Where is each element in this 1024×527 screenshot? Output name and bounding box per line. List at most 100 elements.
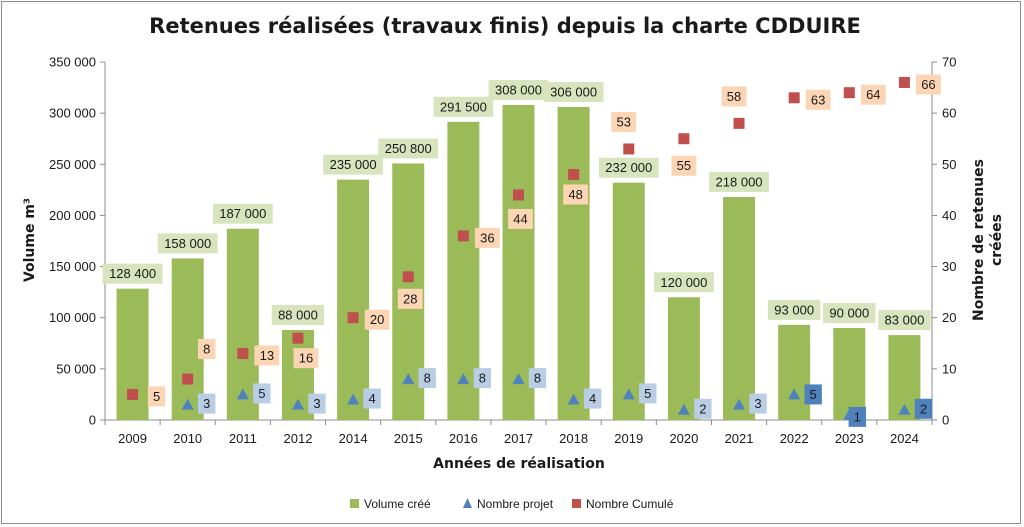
bar-data-label-bg	[323, 154, 383, 175]
cumul-point	[898, 76, 910, 88]
projet-data-label-bg	[418, 368, 436, 389]
bar	[337, 179, 370, 420]
cumul-data-label-group: 36	[474, 227, 500, 248]
projet-data-label-bg	[198, 393, 216, 414]
projet-data-label-group: 2	[694, 398, 712, 419]
x-tick-label: 2010	[173, 431, 202, 446]
bar-data-label: 291 500	[440, 99, 487, 114]
legend-swatch-triangle	[463, 498, 472, 508]
cumul-point	[182, 373, 194, 385]
legend-item: Nombre projet	[463, 497, 554, 511]
bar-data-label-group: 232 000	[598, 157, 659, 178]
cumul-data-label-bg	[916, 74, 941, 95]
projet-data-label-group: 8	[418, 368, 436, 389]
bar-data-label: 93 000	[774, 302, 814, 317]
y2-tick-label: 30	[942, 259, 956, 274]
cumul-point	[402, 271, 414, 283]
bar-data-label-group: 93 000	[767, 299, 821, 320]
cumul-data-label-bg	[397, 288, 423, 309]
cumul-data-label: 55	[677, 158, 691, 173]
cumul-data-label-bg	[147, 386, 166, 407]
bar	[833, 327, 866, 420]
cumul-data-label: 5	[153, 389, 160, 404]
cumul-data-label: 58	[727, 89, 741, 104]
projet-data-label-group: 5	[639, 383, 657, 404]
x-tick-label: 2009	[118, 431, 147, 446]
cumul-data-label-group: 53	[611, 111, 637, 132]
bar-data-label: 83 000	[885, 313, 925, 328]
projet-point	[733, 398, 746, 410]
bar-data-label: 187 000	[219, 206, 266, 221]
bar-data-label-group: 88 000	[271, 304, 325, 325]
cumul-data-label-group: 20	[364, 309, 390, 330]
cumul-data-label: 44	[513, 211, 527, 226]
projet-data-label: 5	[258, 386, 265, 401]
projet-data-label: 2	[699, 401, 706, 416]
projet-data-label: 5	[644, 386, 651, 401]
projet-data-label-bg	[308, 393, 326, 414]
x-tick-label: 2018	[559, 431, 588, 446]
x-tick-label: 2015	[394, 431, 423, 446]
bar-data-label-group: 250 800	[378, 138, 439, 159]
cumul-point	[237, 348, 249, 360]
cumul-data-label-bg	[508, 208, 533, 229]
bar-data-label: 250 800	[385, 141, 432, 156]
bar-data-label: 88 000	[278, 307, 318, 322]
x-tick-label: 2022	[780, 431, 809, 446]
y2-tick-label: 10	[942, 361, 956, 376]
cumul-point	[623, 143, 635, 155]
x-tick-label: 2011	[229, 431, 257, 446]
cumul-data-label-bg	[671, 155, 697, 176]
projet-data-label: 4	[589, 391, 596, 406]
cumul-data-label-group: 13	[254, 345, 280, 366]
x-tick-label: 2019	[614, 431, 643, 446]
x-tick-label: 2012	[284, 431, 313, 446]
projet-data-label-bg	[848, 406, 866, 427]
cumul-data-label-bg	[860, 84, 886, 105]
bar	[612, 182, 645, 420]
projet-point	[291, 398, 304, 410]
projet-data-label-bg	[253, 383, 271, 404]
y-tick-label: 150 000	[49, 259, 96, 274]
bar-data-label-bg	[823, 302, 876, 323]
bar-data-label-bg	[433, 96, 494, 117]
chart-title: Retenues réalisées (travaux finis) depui…	[149, 14, 861, 38]
projet-data-label-bg	[914, 398, 933, 419]
bar	[723, 197, 756, 420]
bar-data-label-bg	[271, 304, 325, 325]
x-tick-label: 2017	[504, 431, 533, 446]
bar	[116, 288, 149, 420]
legend: Volume créé Nombre projet Nombre Cumulé	[350, 497, 674, 511]
projet-point	[898, 403, 911, 415]
y-axis-title: Volume m³	[22, 198, 38, 282]
bar-data-label: 308 000	[495, 82, 542, 97]
cumul-data-label: 20	[370, 312, 384, 327]
projet-data-label-group: 8	[473, 368, 492, 389]
projet-data-label: 8	[534, 371, 541, 386]
projet-data-label-group: 8	[528, 368, 547, 389]
cumul-data-label-group: 55	[671, 155, 697, 176]
projet-data-label-bg	[694, 398, 712, 419]
cumul-data-label-group: 16	[293, 348, 319, 369]
projet-data-label: 2	[920, 401, 927, 416]
bar-data-label: 90 000	[829, 305, 869, 320]
bar-data-label: 120 000	[660, 275, 707, 290]
bar-data-label-group: 83 000	[878, 310, 931, 331]
y-tick-label: 0	[89, 413, 96, 428]
y-tick-label: 300 000	[49, 106, 96, 121]
bar-data-label-bg	[878, 310, 931, 331]
cumul-data-label-group: 8	[198, 339, 216, 360]
cumul-data-label: 36	[480, 230, 494, 245]
cumul-data-label: 66	[921, 77, 935, 92]
cumul-data-label-group: 44	[508, 208, 533, 229]
bar-data-label: 232 000	[605, 160, 652, 175]
cumul-data-label: 28	[403, 291, 417, 306]
cumul-data-label-bg	[611, 111, 637, 132]
y-tick-label: 50 000	[56, 361, 96, 376]
cumul-point	[513, 189, 524, 201]
projet-data-label-group: 5	[253, 383, 271, 404]
cumul-point	[347, 312, 359, 324]
cumul-point	[457, 230, 469, 242]
bar-data-label-bg	[767, 299, 821, 320]
